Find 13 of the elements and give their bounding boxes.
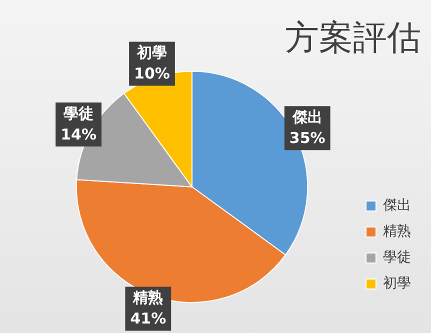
legend-label: 學徒 [383,250,411,266]
data-label: 41% [130,310,166,328]
legend-label: 傑出 [383,198,411,214]
data-label: 35% [289,129,326,148]
slice-label: 精熟 [132,288,164,307]
legend-label: 精熟 [383,224,411,240]
data-label: 14% [60,125,96,144]
slice-label: 傑出 [291,108,322,126]
slice-label: 學徒 [64,104,94,122]
legend-label: 初學 [383,276,411,292]
chart-title: 方案評估 [285,18,421,58]
data-label: 10% [134,64,170,83]
slice-label: 初學 [136,44,167,62]
